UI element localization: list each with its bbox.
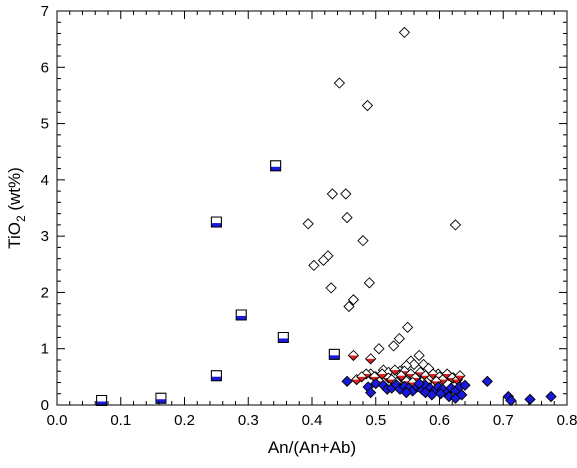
plot-frame xyxy=(56,10,568,406)
open-diamond-point xyxy=(363,277,376,289)
open-diamond-point xyxy=(401,321,414,333)
y-axis-label: TiO2 (wt%) xyxy=(5,167,28,249)
open-diamond-point xyxy=(341,211,353,224)
red-diamond-point xyxy=(356,371,368,383)
square-point xyxy=(96,395,108,406)
y-tick-label: 0 xyxy=(41,397,49,414)
y-axis-label-unit: (wt%) xyxy=(5,167,24,215)
open-diamond-point xyxy=(347,294,360,306)
y-tick-label: 3 xyxy=(41,228,49,245)
red-diamond-point xyxy=(389,364,401,376)
open-diamond-point xyxy=(308,259,320,272)
open-diamond-point xyxy=(398,26,411,39)
x-tick-label: 0.2 xyxy=(174,412,195,429)
y-tick-label: 1 xyxy=(41,341,49,358)
y-tick-label: 7 xyxy=(41,3,49,20)
series-diamond-half-red xyxy=(347,349,466,389)
square-point xyxy=(328,348,340,360)
y-tick-label: 6 xyxy=(41,59,49,76)
blue-diamond-point xyxy=(365,386,377,399)
open-diamond-point xyxy=(343,300,355,313)
series-diamond-filled-blue xyxy=(341,375,557,407)
red-diamond-point xyxy=(365,353,377,365)
y-tick-label: 2 xyxy=(41,284,49,301)
open-diamond-point xyxy=(325,282,337,294)
open-diamond-point xyxy=(333,77,346,89)
open-diamond-point xyxy=(393,332,405,345)
open-diamond-point xyxy=(357,235,369,247)
red-diamond-point xyxy=(454,370,466,382)
blue-diamond-point xyxy=(459,379,471,391)
series-diamond-open xyxy=(302,26,462,386)
axes: 0.0 0.1 0.2 0.3 0.4 0.5 0.6 0.7 0.8 0 1 2 3 4 5 6 7 xyxy=(41,3,577,429)
open-diamond-point xyxy=(413,349,425,362)
square-point xyxy=(270,160,282,172)
x-tick-label: 0.1 xyxy=(110,412,131,429)
square-point xyxy=(210,370,222,382)
x-tick-label: 0.5 xyxy=(365,412,386,429)
red-diamond-point xyxy=(347,349,360,362)
x-tick-label: 0.4 xyxy=(302,412,323,429)
open-diamond-point xyxy=(361,99,374,112)
x-tick-label: 0.6 xyxy=(429,412,450,429)
open-diamond-point xyxy=(373,343,385,355)
y-axis-label-main: TiO xyxy=(5,222,24,249)
x-tick-label: 0.0 xyxy=(47,412,68,429)
blue-diamond-point xyxy=(481,375,493,387)
square-point xyxy=(155,392,167,404)
open-diamond-point xyxy=(326,188,339,200)
red-diamond-point xyxy=(395,370,407,382)
square-point xyxy=(277,332,289,343)
blue-diamond-point xyxy=(524,393,536,406)
open-diamond-point xyxy=(317,254,330,266)
y-tick-label: 4 xyxy=(41,172,49,189)
open-diamond-point xyxy=(387,340,400,352)
open-diamond-point xyxy=(449,219,462,231)
blue-diamond-point xyxy=(413,377,425,390)
blue-diamond-point xyxy=(426,389,438,401)
square-point xyxy=(235,309,247,321)
blue-diamond-point xyxy=(400,386,412,399)
x-axis-label: An/(An+Ab) xyxy=(268,438,356,457)
blue-diamond-point xyxy=(545,390,557,403)
open-diamond-point xyxy=(302,218,314,230)
x-tick-label: 0.3 xyxy=(238,412,259,429)
plot-area xyxy=(96,26,557,407)
blue-diamond-point xyxy=(370,377,382,390)
x-tick-label: 0.8 xyxy=(557,412,577,429)
y-tick-label: 5 xyxy=(41,116,49,133)
blue-diamond-point xyxy=(435,388,447,400)
open-diamond-point xyxy=(408,358,420,371)
x-tick-label: 0.7 xyxy=(493,412,514,429)
open-diamond-point xyxy=(340,188,352,200)
blue-diamond-point xyxy=(341,375,353,387)
y-axis-label-subscript: 2 xyxy=(14,215,28,222)
blue-diamond-point xyxy=(456,389,468,401)
series-square-half-filled-blue xyxy=(96,160,340,406)
square-point xyxy=(210,216,222,228)
